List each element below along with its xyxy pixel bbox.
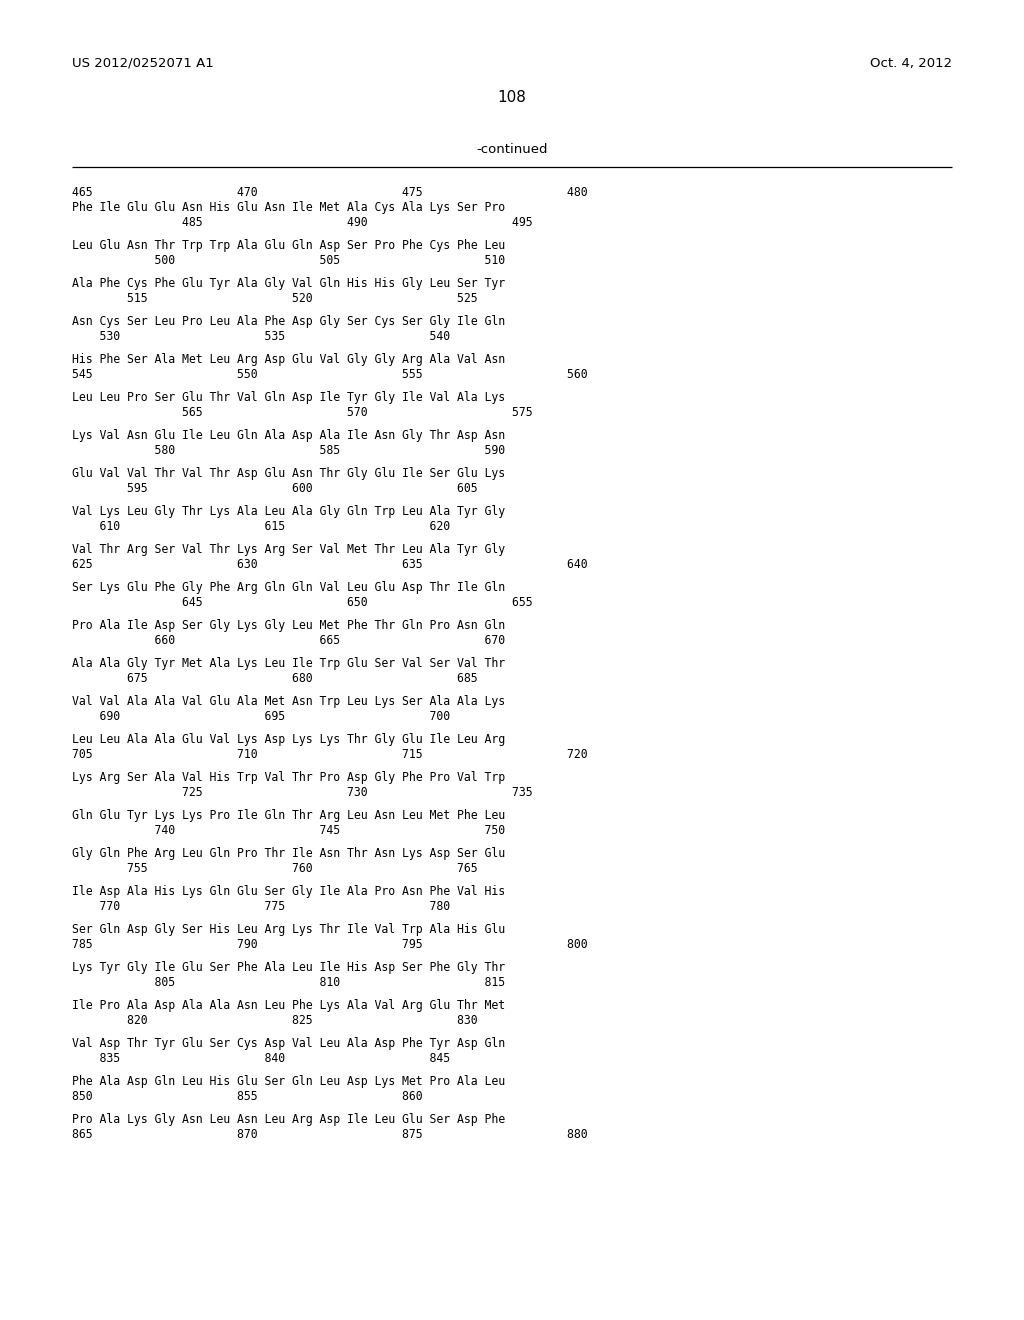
Text: 545                     550                     555                     560: 545 550 555 560 bbox=[72, 368, 588, 381]
Text: Phe Ala Asp Gln Leu His Glu Ser Gln Leu Asp Lys Met Pro Ala Leu: Phe Ala Asp Gln Leu His Glu Ser Gln Leu … bbox=[72, 1074, 505, 1088]
Text: 805                     810                     815: 805 810 815 bbox=[72, 975, 505, 989]
Text: 705                     710                     715                     720: 705 710 715 720 bbox=[72, 748, 588, 762]
Text: Ala Phe Cys Phe Glu Tyr Ala Gly Val Gln His His Gly Leu Ser Tyr: Ala Phe Cys Phe Glu Tyr Ala Gly Val Gln … bbox=[72, 277, 505, 290]
Text: Ser Lys Glu Phe Gly Phe Arg Gln Gln Val Leu Glu Asp Thr Ile Gln: Ser Lys Glu Phe Gly Phe Arg Gln Gln Val … bbox=[72, 581, 505, 594]
Text: 465                     470                     475                     480: 465 470 475 480 bbox=[72, 186, 588, 199]
Text: Ala Ala Gly Tyr Met Ala Lys Leu Ile Trp Glu Ser Val Ser Val Thr: Ala Ala Gly Tyr Met Ala Lys Leu Ile Trp … bbox=[72, 657, 505, 671]
Text: US 2012/0252071 A1: US 2012/0252071 A1 bbox=[72, 57, 214, 70]
Text: Val Asp Thr Tyr Glu Ser Cys Asp Val Leu Ala Asp Phe Tyr Asp Gln: Val Asp Thr Tyr Glu Ser Cys Asp Val Leu … bbox=[72, 1038, 505, 1049]
Text: His Phe Ser Ala Met Leu Arg Asp Glu Val Gly Gly Arg Ala Val Asn: His Phe Ser Ala Met Leu Arg Asp Glu Val … bbox=[72, 352, 505, 366]
Text: 820                     825                     830: 820 825 830 bbox=[72, 1014, 477, 1027]
Text: Leu Leu Ala Ala Glu Val Lys Asp Lys Lys Thr Gly Glu Ile Leu Arg: Leu Leu Ala Ala Glu Val Lys Asp Lys Lys … bbox=[72, 733, 505, 746]
Text: 740                     745                     750: 740 745 750 bbox=[72, 824, 505, 837]
Text: 660                     665                     670: 660 665 670 bbox=[72, 634, 505, 647]
Text: 835                     840                     845: 835 840 845 bbox=[72, 1052, 451, 1065]
Text: 565                     570                     575: 565 570 575 bbox=[72, 407, 532, 418]
Text: 485                     490                     495: 485 490 495 bbox=[72, 216, 532, 228]
Text: -continued: -continued bbox=[476, 143, 548, 156]
Text: 530                     535                     540: 530 535 540 bbox=[72, 330, 451, 343]
Text: Ser Gln Asp Gly Ser His Leu Arg Lys Thr Ile Val Trp Ala His Glu: Ser Gln Asp Gly Ser His Leu Arg Lys Thr … bbox=[72, 923, 505, 936]
Text: Ile Asp Ala His Lys Gln Glu Ser Gly Ile Ala Pro Asn Phe Val His: Ile Asp Ala His Lys Gln Glu Ser Gly Ile … bbox=[72, 884, 505, 898]
Text: 108: 108 bbox=[498, 90, 526, 106]
Text: Leu Leu Pro Ser Glu Thr Val Gln Asp Ile Tyr Gly Ile Val Ala Lys: Leu Leu Pro Ser Glu Thr Val Gln Asp Ile … bbox=[72, 391, 505, 404]
Text: Gly Gln Phe Arg Leu Gln Pro Thr Ile Asn Thr Asn Lys Asp Ser Glu: Gly Gln Phe Arg Leu Gln Pro Thr Ile Asn … bbox=[72, 847, 505, 861]
Text: 580                     585                     590: 580 585 590 bbox=[72, 444, 505, 457]
Text: 675                     680                     685: 675 680 685 bbox=[72, 672, 477, 685]
Text: Val Lys Leu Gly Thr Lys Ala Leu Ala Gly Gln Trp Leu Ala Tyr Gly: Val Lys Leu Gly Thr Lys Ala Leu Ala Gly … bbox=[72, 506, 505, 517]
Text: Phe Ile Glu Glu Asn His Glu Asn Ile Met Ala Cys Ala Lys Ser Pro: Phe Ile Glu Glu Asn His Glu Asn Ile Met … bbox=[72, 201, 505, 214]
Text: 865                     870                     875                     880: 865 870 875 880 bbox=[72, 1129, 588, 1140]
Text: 725                     730                     735: 725 730 735 bbox=[72, 785, 532, 799]
Text: 770                     775                     780: 770 775 780 bbox=[72, 900, 451, 913]
Text: Pro Ala Ile Asp Ser Gly Lys Gly Leu Met Phe Thr Gln Pro Asn Gln: Pro Ala Ile Asp Ser Gly Lys Gly Leu Met … bbox=[72, 619, 505, 632]
Text: Val Val Ala Ala Val Glu Ala Met Asn Trp Leu Lys Ser Ala Ala Lys: Val Val Ala Ala Val Glu Ala Met Asn Trp … bbox=[72, 696, 505, 708]
Text: 625                     630                     635                     640: 625 630 635 640 bbox=[72, 558, 588, 572]
Text: Val Thr Arg Ser Val Thr Lys Arg Ser Val Met Thr Leu Ala Tyr Gly: Val Thr Arg Ser Val Thr Lys Arg Ser Val … bbox=[72, 543, 505, 556]
Text: Asn Cys Ser Leu Pro Leu Ala Phe Asp Gly Ser Cys Ser Gly Ile Gln: Asn Cys Ser Leu Pro Leu Ala Phe Asp Gly … bbox=[72, 315, 505, 327]
Text: 690                     695                     700: 690 695 700 bbox=[72, 710, 451, 723]
Text: Lys Tyr Gly Ile Glu Ser Phe Ala Leu Ile His Asp Ser Phe Gly Thr: Lys Tyr Gly Ile Glu Ser Phe Ala Leu Ile … bbox=[72, 961, 505, 974]
Text: Oct. 4, 2012: Oct. 4, 2012 bbox=[869, 57, 952, 70]
Text: Gln Glu Tyr Lys Lys Pro Ile Gln Thr Arg Leu Asn Leu Met Phe Leu: Gln Glu Tyr Lys Lys Pro Ile Gln Thr Arg … bbox=[72, 809, 505, 822]
Text: 610                     615                     620: 610 615 620 bbox=[72, 520, 451, 533]
Text: Glu Val Val Thr Val Thr Asp Glu Asn Thr Gly Glu Ile Ser Glu Lys: Glu Val Val Thr Val Thr Asp Glu Asn Thr … bbox=[72, 467, 505, 480]
Text: 515                     520                     525: 515 520 525 bbox=[72, 292, 477, 305]
Text: Leu Glu Asn Thr Trp Trp Ala Glu Gln Asp Ser Pro Phe Cys Phe Leu: Leu Glu Asn Thr Trp Trp Ala Glu Gln Asp … bbox=[72, 239, 505, 252]
Text: 645                     650                     655: 645 650 655 bbox=[72, 597, 532, 609]
Text: Lys Arg Ser Ala Val His Trp Val Thr Pro Asp Gly Phe Pro Val Trp: Lys Arg Ser Ala Val His Trp Val Thr Pro … bbox=[72, 771, 505, 784]
Text: 755                     760                     765: 755 760 765 bbox=[72, 862, 477, 875]
Text: Lys Val Asn Glu Ile Leu Gln Ala Asp Ala Ile Asn Gly Thr Asp Asn: Lys Val Asn Glu Ile Leu Gln Ala Asp Ala … bbox=[72, 429, 505, 442]
Text: Pro Ala Lys Gly Asn Leu Asn Leu Arg Asp Ile Leu Glu Ser Asp Phe: Pro Ala Lys Gly Asn Leu Asn Leu Arg Asp … bbox=[72, 1113, 505, 1126]
Text: 595                     600                     605: 595 600 605 bbox=[72, 482, 477, 495]
Text: 500                     505                     510: 500 505 510 bbox=[72, 253, 505, 267]
Text: 850                     855                     860: 850 855 860 bbox=[72, 1090, 423, 1104]
Text: 785                     790                     795                     800: 785 790 795 800 bbox=[72, 939, 588, 950]
Text: Ile Pro Ala Asp Ala Ala Asn Leu Phe Lys Ala Val Arg Glu Thr Met: Ile Pro Ala Asp Ala Ala Asn Leu Phe Lys … bbox=[72, 999, 505, 1012]
